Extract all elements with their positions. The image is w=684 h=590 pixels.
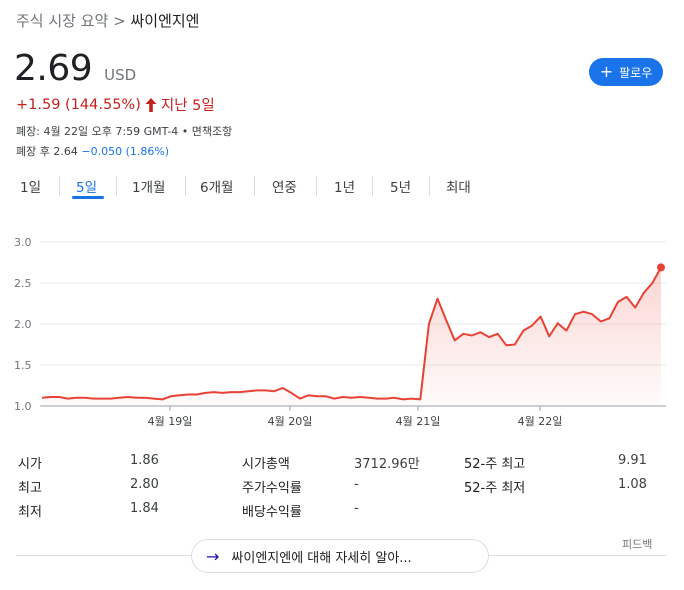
stat-value: 2.80 xyxy=(130,477,159,492)
close-info: 폐장: 4월 22일 오후 7:59 GMT-4 • 면책조항 xyxy=(16,125,233,138)
stat-value: - xyxy=(354,501,359,516)
currency: USD xyxy=(104,66,137,84)
y-tick-label: 3.0 xyxy=(14,236,32,249)
stat-value: 1.08 xyxy=(618,477,647,492)
y-tick-label: 1.5 xyxy=(14,359,32,372)
price-line xyxy=(41,266,662,401)
stat-label: 주가수익률 xyxy=(242,481,302,496)
follow-label: 팔로우 xyxy=(619,65,653,80)
stat-value: 1.84 xyxy=(130,501,159,516)
breadcrumb-separator: > xyxy=(113,12,126,30)
last-price-dot xyxy=(657,263,665,272)
tab-1d[interactable]: 1일 xyxy=(20,180,42,196)
x-tick-label: 4월 21일 xyxy=(396,414,441,428)
tab-max[interactable]: 최대 xyxy=(446,180,471,196)
follow-button[interactable]: + 팔로우 xyxy=(589,58,663,86)
price-change: +1.59 (144.55%) 지난 5일 xyxy=(16,94,215,115)
tab-5d[interactable]: 5일 xyxy=(76,180,98,196)
stat-value: - xyxy=(354,477,359,492)
tab-divider xyxy=(59,176,60,196)
stock-price: 2.69 xyxy=(14,48,93,89)
arrow-right-icon: → xyxy=(206,546,220,566)
stat-label: 최고 xyxy=(18,481,42,496)
y-tick-label: 2.5 xyxy=(14,277,32,290)
tab-divider xyxy=(116,176,117,196)
stat-value: 3712.96만 xyxy=(354,457,420,472)
stat-label: 최저 xyxy=(18,505,42,520)
tab-1y[interactable]: 1년 xyxy=(334,180,356,196)
tab-1m[interactable]: 1개월 xyxy=(132,180,166,196)
change-value: +1.59 (144.55%) xyxy=(16,96,141,113)
learn-more-label: 싸이엔지엔에 대해 자세히 알아... xyxy=(231,550,412,566)
tab-divider xyxy=(185,176,186,196)
after-hours-info: 폐장 후 2.64 −0.050 (1.86%) xyxy=(16,143,169,159)
area-fill xyxy=(42,267,661,406)
x-tick-label: 4월 22일 xyxy=(518,414,563,428)
stat-label: 시가 xyxy=(18,457,42,472)
tab-5y[interactable]: 5년 xyxy=(390,180,412,196)
learn-more-button[interactable]: → 싸이엔지엔에 대해 자세히 알아... xyxy=(191,539,489,573)
x-tick-label: 4월 20일 xyxy=(268,414,313,428)
breadcrumb-current: 싸이엔지엔 xyxy=(130,12,200,30)
range-tabs: 1일 5일 1개월 6개월 연중 1년 5년 최대 xyxy=(0,176,684,204)
x-tick-label: 4월 19일 xyxy=(148,414,193,428)
stat-label: 배당수익률 xyxy=(242,505,302,520)
tab-divider xyxy=(429,176,430,196)
change-period: 지난 5일 xyxy=(160,98,215,114)
y-tick-label: 2.0 xyxy=(14,318,32,331)
tab-6m[interactable]: 6개월 xyxy=(200,180,234,196)
stat-label: 52-주 최저 xyxy=(464,481,526,496)
plus-icon: + xyxy=(599,62,614,81)
breadcrumb-parent[interactable]: 주식 시장 요약 xyxy=(16,12,109,30)
y-tick-label: 1.0 xyxy=(14,400,32,413)
price-row: 2.69 USD xyxy=(14,48,136,89)
tab-divider xyxy=(254,176,255,196)
after-hours-price: 폐장 후 2.64 xyxy=(16,145,78,158)
breadcrumb: 주식 시장 요약 > 싸이엔지엔 xyxy=(16,10,200,31)
stat-value: 9.91 xyxy=(618,453,647,468)
tab-divider xyxy=(316,176,317,196)
feedback-link[interactable]: 피드백 xyxy=(622,538,653,551)
after-hours-change: −0.050 (1.86%) xyxy=(81,145,170,158)
tab-ytd[interactable]: 연중 xyxy=(272,180,297,196)
stat-label: 시가총액 xyxy=(242,457,290,472)
price-chart[interactable]: 1.0 1.5 2.0 2.5 3.0 4월 19일 4월 20일 4월 21일 4월 22일 xyxy=(0,228,684,433)
stat-value: 1.86 xyxy=(130,453,159,468)
active-tab-indicator xyxy=(72,196,104,199)
tab-divider xyxy=(372,176,373,196)
arrow-up-icon xyxy=(145,97,157,112)
stat-label: 52-주 최고 xyxy=(464,457,526,472)
